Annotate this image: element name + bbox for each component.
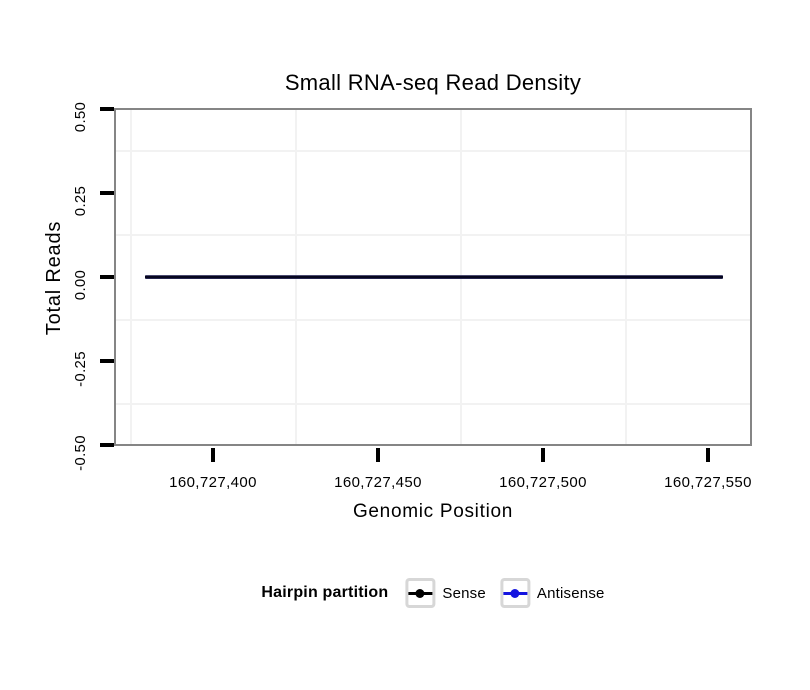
y-axis-tick [100,275,114,279]
x-axis-tick [706,448,710,462]
gridline-horizontal [116,150,750,152]
antisense-dot-icon [510,588,520,598]
plot-panel [114,108,752,446]
gridline-horizontal [116,319,750,321]
read-density-line [145,275,723,279]
legend: Hairpin partition Sense Antisense [261,578,604,608]
gridline-vertical [130,110,132,444]
x-tick-label: 160,727,550 [664,474,752,491]
y-axis-tick [100,359,114,363]
y-tick-label: 0.25 [72,185,89,217]
plot-title: Small RNA-seq Read Density [284,70,582,95]
legend-key-antisense [499,578,530,608]
x-tick-label: 160,727,500 [499,474,587,491]
y-tick-label: 0.50 [72,101,89,133]
x-tick-label: 160,727,450 [334,474,422,491]
legend-item-sense: Sense [405,578,486,608]
gridline-horizontal [116,403,750,405]
y-tick-label: -0.25 [72,351,89,387]
x-axis-tick [211,448,215,462]
x-axis-tick [376,448,380,462]
sense-dot-icon [415,588,425,598]
x-axis-title: Genomic Position [352,501,514,522]
y-axis-tick [100,191,114,195]
x-axis-tick [541,448,545,462]
y-axis-tick [100,107,114,111]
legend-label-sense: Sense [442,584,486,602]
y-tick-label: -0.50 [72,435,89,471]
legend-key-sense [405,578,436,608]
legend-title: Hairpin partition [261,584,389,601]
y-tick-label: 0.00 [72,269,89,301]
legend-label-antisense: Antisense [536,584,605,602]
legend-item-antisense: Antisense [499,578,605,608]
y-axis-title: Total Reads [43,220,65,336]
x-tick-label: 160,727,400 [169,474,257,491]
gridline-horizontal [116,234,750,236]
y-axis-tick [100,443,114,447]
